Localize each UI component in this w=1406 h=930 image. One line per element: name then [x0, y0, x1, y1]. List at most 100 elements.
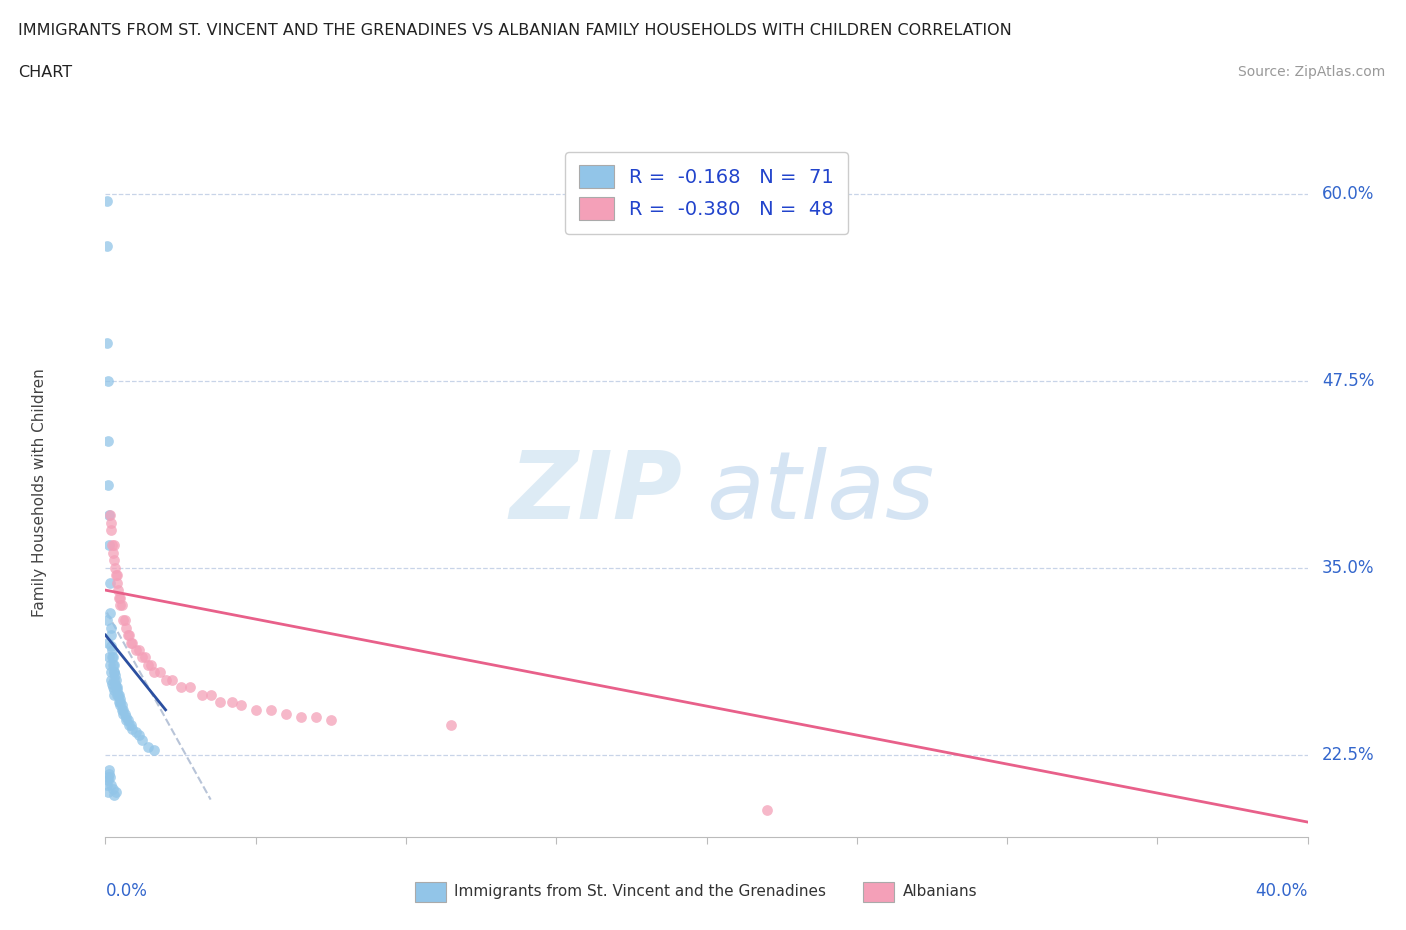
- Point: [103, 788, 125, 803]
- Point: [112, 707, 135, 722]
- Point: [96, 193, 118, 208]
- Point: [104, 668, 127, 683]
- Point: [128, 728, 150, 743]
- Legend: R =  -0.168   N =  71, R =  -0.380   N =  48: R = -0.168 N = 71, R = -0.380 N = 48: [565, 152, 848, 233]
- Text: Family Households with Children: Family Households with Children: [32, 368, 46, 618]
- Point: [103, 538, 125, 552]
- Point: [110, 591, 132, 605]
- Point: [245, 702, 267, 717]
- Point: [121, 722, 143, 737]
- Point: [100, 665, 122, 680]
- Point: [96, 613, 118, 628]
- Point: [115, 620, 138, 635]
- Point: [103, 683, 125, 698]
- Point: [96, 239, 118, 254]
- Point: [114, 707, 136, 722]
- Point: [101, 677, 124, 692]
- Point: [98, 508, 121, 523]
- Point: [101, 680, 124, 695]
- Point: [155, 672, 177, 687]
- Point: [136, 658, 159, 672]
- Point: [221, 695, 243, 710]
- Point: [208, 695, 231, 710]
- Point: [290, 710, 312, 724]
- Point: [98, 658, 121, 672]
- Point: [179, 680, 201, 695]
- Point: [134, 650, 156, 665]
- Point: [108, 695, 131, 710]
- Point: [107, 683, 129, 698]
- Point: [103, 672, 125, 687]
- Point: [103, 665, 125, 680]
- Point: [104, 680, 127, 695]
- Point: [440, 717, 463, 732]
- Point: [108, 591, 131, 605]
- Point: [148, 665, 170, 680]
- Point: [117, 628, 139, 643]
- Point: [98, 538, 121, 552]
- Point: [274, 707, 297, 722]
- Point: [114, 613, 136, 628]
- Point: [101, 782, 124, 797]
- Point: [97, 763, 120, 777]
- Point: [101, 643, 124, 658]
- Point: [103, 552, 125, 567]
- Point: [139, 658, 162, 672]
- Point: [103, 665, 125, 680]
- Point: [104, 560, 127, 575]
- Point: [98, 770, 121, 785]
- Point: [96, 770, 118, 785]
- Point: [100, 672, 122, 687]
- Point: [97, 635, 120, 650]
- Text: Source: ZipAtlas.com: Source: ZipAtlas.com: [1237, 65, 1385, 79]
- Point: [97, 433, 120, 448]
- Point: [98, 508, 121, 523]
- Text: ZIP: ZIP: [509, 447, 682, 538]
- Point: [104, 672, 127, 687]
- Point: [124, 643, 146, 658]
- Point: [101, 650, 124, 665]
- Point: [118, 628, 141, 643]
- Point: [98, 576, 121, 591]
- Point: [107, 583, 129, 598]
- Text: IMMIGRANTS FROM ST. VINCENT AND THE GRENADINES VS ALBANIAN FAMILY HOUSEHOLDS WIT: IMMIGRANTS FROM ST. VINCENT AND THE GREN…: [18, 23, 1012, 38]
- Point: [136, 739, 159, 754]
- Point: [100, 628, 122, 643]
- Point: [100, 777, 122, 792]
- Point: [131, 650, 153, 665]
- Point: [101, 658, 124, 672]
- Point: [103, 658, 125, 672]
- Point: [169, 680, 191, 695]
- Text: 22.5%: 22.5%: [1322, 746, 1375, 764]
- Point: [97, 773, 120, 788]
- Point: [229, 698, 252, 712]
- Point: [100, 523, 122, 538]
- Point: [101, 650, 124, 665]
- Point: [121, 635, 143, 650]
- Point: [101, 538, 124, 552]
- Point: [96, 777, 118, 792]
- Text: 35.0%: 35.0%: [1322, 559, 1375, 577]
- Point: [110, 598, 132, 613]
- Text: atlas: atlas: [707, 447, 935, 538]
- Text: 60.0%: 60.0%: [1322, 185, 1375, 203]
- Point: [190, 687, 212, 702]
- Point: [112, 702, 135, 717]
- Point: [111, 698, 134, 712]
- Point: [101, 545, 124, 560]
- Point: [120, 635, 142, 650]
- Point: [103, 687, 125, 702]
- Point: [118, 717, 141, 732]
- Point: [97, 478, 120, 493]
- Point: [98, 766, 121, 781]
- Point: [160, 672, 183, 687]
- Point: [115, 710, 138, 724]
- Point: [117, 713, 139, 728]
- Point: [100, 638, 122, 653]
- Point: [105, 680, 128, 695]
- Point: [111, 598, 134, 613]
- Point: [120, 717, 142, 732]
- Point: [104, 677, 127, 692]
- Text: CHART: CHART: [18, 65, 72, 80]
- Point: [97, 785, 120, 800]
